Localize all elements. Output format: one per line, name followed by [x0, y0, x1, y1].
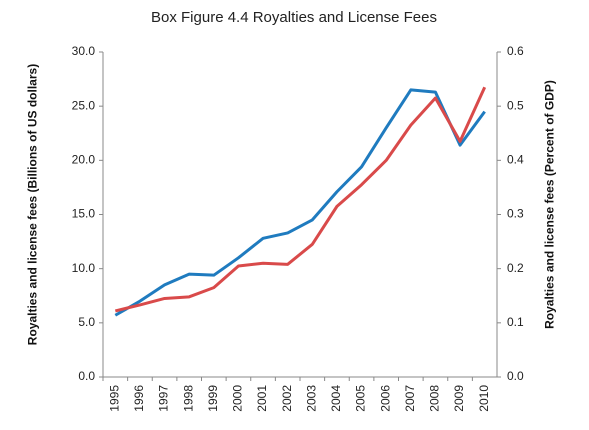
x-tick-label: 1999	[206, 385, 220, 412]
y2-tick-label: 0.1	[507, 315, 524, 329]
y-tick-label: 5.0	[78, 315, 95, 329]
x-tick-label: 1998	[181, 385, 195, 412]
y-tick-label: 15.0	[72, 207, 96, 221]
y-tick-label: 0.0	[78, 369, 95, 383]
x-tick-label: 1997	[157, 385, 171, 412]
y-tick-label: 10.0	[72, 261, 96, 275]
x-tick-label: 2006	[378, 385, 392, 412]
y2-tick-label: 0.4	[507, 153, 524, 167]
x-tick-label: 2005	[354, 385, 368, 412]
y2-tick-label: 0.5	[507, 98, 524, 112]
x-tick-label: 2009	[452, 385, 466, 412]
x-tick-label: 2008	[428, 385, 442, 412]
y2-tick-label: 0.6	[507, 44, 524, 58]
x-tick-label: 2002	[280, 385, 294, 412]
y-tick-label: 20.0	[72, 153, 96, 167]
x-tick-label: 1995	[107, 385, 121, 412]
series-line	[114, 86, 487, 313]
y-tick-label: 30.0	[72, 44, 96, 58]
y2-axis-label: Royalties and license fees (Percent of G…	[542, 80, 557, 329]
y-tick-label: 25.0	[72, 98, 96, 112]
x-tick-label: 2007	[403, 385, 417, 412]
x-tick-label: 2001	[255, 385, 269, 412]
x-tick-label: 2010	[477, 385, 491, 412]
y-axis-label: Royalties and license fees (Billions of …	[25, 63, 40, 346]
x-tick-label: 2003	[304, 385, 318, 412]
y2-tick-label: 0.3	[507, 207, 524, 221]
x-tick-label: 2004	[329, 385, 343, 412]
chart-title: Box Figure 4.4 Royalties and License Fee…	[151, 9, 437, 26]
x-tick-label: 1996	[132, 385, 146, 412]
y2-tick-label: 0.0	[507, 369, 524, 383]
series-line	[114, 88, 486, 317]
x-tick-label: 2000	[231, 385, 245, 412]
y2-tick-label: 0.2	[507, 261, 524, 275]
